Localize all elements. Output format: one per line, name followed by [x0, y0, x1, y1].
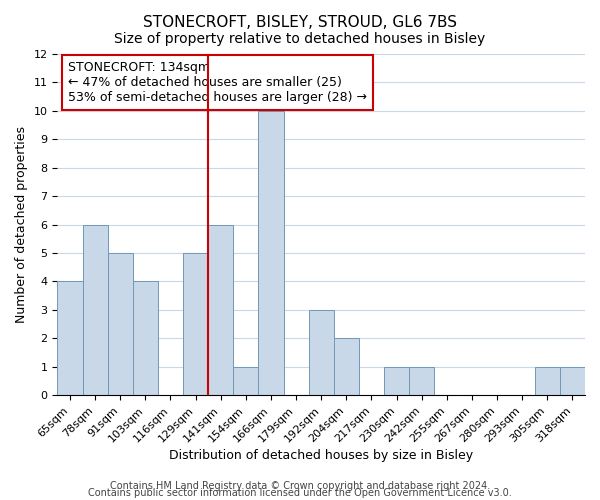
X-axis label: Distribution of detached houses by size in Bisley: Distribution of detached houses by size …: [169, 450, 473, 462]
Text: STONECROFT: 134sqm
← 47% of detached houses are smaller (25)
53% of semi-detache: STONECROFT: 134sqm ← 47% of detached hou…: [68, 61, 367, 104]
Bar: [208, 224, 233, 395]
Bar: [133, 282, 158, 395]
Text: Contains HM Land Registry data © Crown copyright and database right 2024.: Contains HM Land Registry data © Crown c…: [110, 481, 490, 491]
Y-axis label: Number of detached properties: Number of detached properties: [15, 126, 28, 323]
Text: Contains public sector information licensed under the Open Government Licence v3: Contains public sector information licen…: [88, 488, 512, 498]
Bar: [384, 367, 409, 395]
Bar: [259, 111, 284, 395]
Bar: [58, 282, 83, 395]
Bar: [183, 253, 208, 395]
Bar: [409, 367, 434, 395]
Text: Size of property relative to detached houses in Bisley: Size of property relative to detached ho…: [115, 32, 485, 46]
Bar: [308, 310, 334, 395]
Bar: [560, 367, 585, 395]
Bar: [535, 367, 560, 395]
Bar: [83, 224, 107, 395]
Bar: [107, 253, 133, 395]
Bar: [334, 338, 359, 395]
Text: STONECROFT, BISLEY, STROUD, GL6 7BS: STONECROFT, BISLEY, STROUD, GL6 7BS: [143, 15, 457, 30]
Bar: [233, 367, 259, 395]
